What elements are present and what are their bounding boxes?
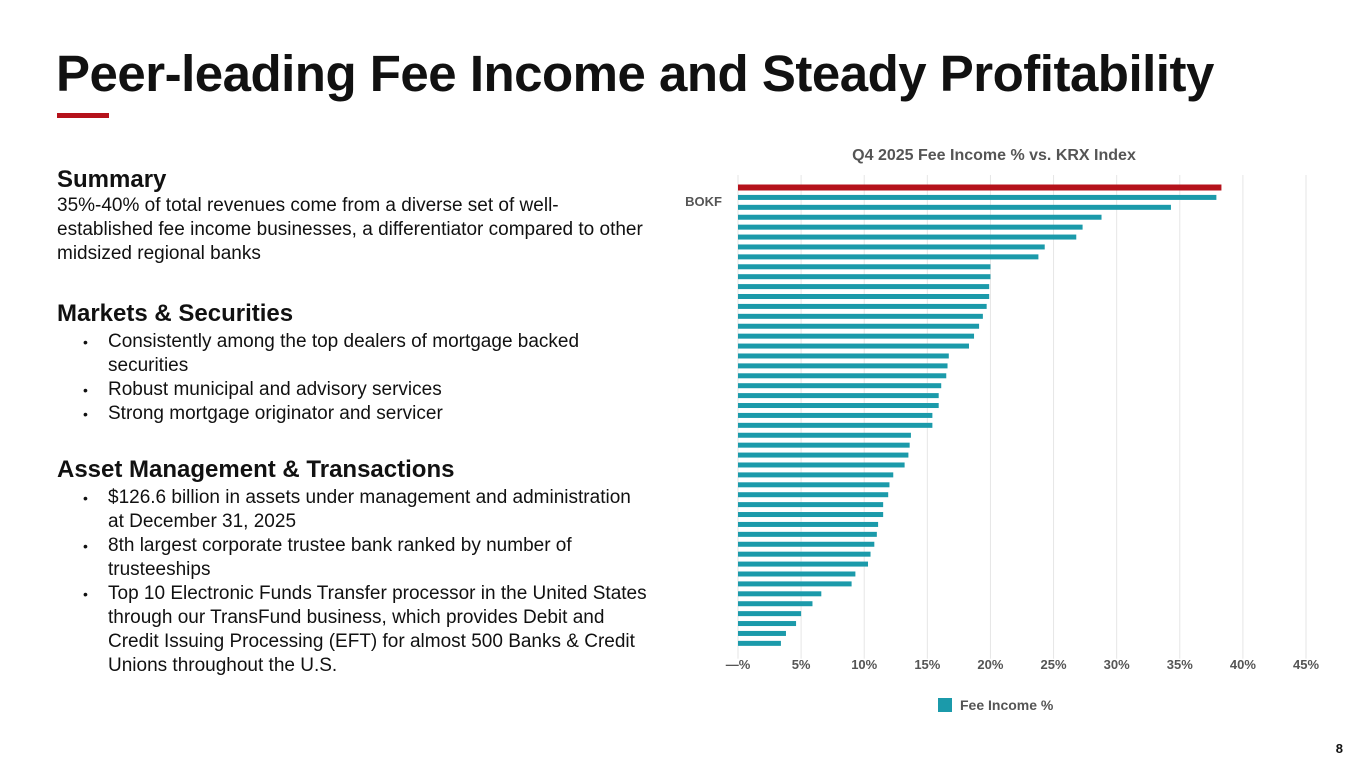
bar (738, 224, 1083, 230)
page-number: 8 (1335, 741, 1343, 756)
bar (738, 611, 802, 617)
bullet-text: Top 10 Electronic Funds Transfer process… (108, 583, 647, 676)
x-tick-label: 10% (851, 657, 877, 672)
bar (738, 353, 949, 359)
bar (738, 383, 942, 389)
bullet-dot-icon: • (83, 490, 88, 506)
bar (738, 581, 852, 587)
bullet-dot-icon: • (83, 334, 88, 350)
x-tick-label: 25% (1041, 657, 1067, 672)
markets-heading: Markets & Securities (57, 300, 294, 327)
bullet-dot-icon: • (83, 406, 88, 422)
bar (738, 323, 980, 329)
bar (738, 442, 910, 448)
bar (738, 551, 871, 557)
summary-text: 35%-40% of total revenues come from a di… (57, 195, 643, 264)
bar (738, 204, 1171, 210)
bullet-item: • $126.6 billion in assets under manageme… (57, 486, 647, 534)
bar (738, 373, 947, 379)
bullet-text: $126.6 billion in assets under managemen… (108, 487, 631, 532)
bar (738, 403, 939, 409)
asset-bullet-list: • $126.6 billion in assets under manageme… (57, 486, 647, 678)
bar (738, 244, 1045, 250)
bar (738, 214, 1102, 220)
left-text-panel: Summary 35%-40% of total revenues come f… (57, 166, 647, 678)
summary-heading: Summary (57, 166, 167, 193)
bar (738, 621, 797, 627)
bar (738, 571, 856, 577)
x-tick-label: 5% (792, 657, 811, 672)
bar (738, 601, 813, 607)
bar (738, 432, 911, 438)
bar (738, 412, 933, 418)
chart-title: Q4 2025 Fee Income % vs. KRX Index (852, 147, 1136, 164)
bar (738, 363, 948, 369)
bar (738, 521, 879, 527)
bullet-dot-icon: • (83, 382, 88, 398)
bar (738, 333, 975, 339)
bullet-text: Robust municipal and advisory services (108, 379, 442, 400)
bullet-item: • Strong mortgage originator and servicer (57, 402, 647, 426)
bullet-dot-icon: • (83, 586, 88, 602)
bar (738, 313, 983, 319)
bar (738, 561, 869, 567)
bar (738, 234, 1077, 240)
asset-heading: Asset Management & Transactions (57, 456, 455, 483)
x-tick-label: 35% (1167, 657, 1193, 672)
bar (738, 343, 969, 349)
bar (738, 541, 875, 547)
bar (738, 393, 939, 399)
bar (738, 422, 933, 428)
bullet-text: 8th largest corporate trustee bank ranke… (108, 535, 572, 580)
bar (738, 640, 781, 646)
bar (738, 303, 987, 309)
bar (738, 531, 877, 537)
bar (738, 294, 990, 300)
legend-swatch (938, 698, 952, 712)
bar (738, 591, 822, 597)
bar (738, 482, 890, 488)
bullet-item: • Top 10 Electronic Funds Transfer proces… (57, 582, 647, 678)
bullet-dot-icon: • (83, 538, 88, 554)
bullet-item: • 8th largest corporate trustee bank rank… (57, 534, 647, 582)
bar (738, 274, 991, 280)
bar (738, 194, 1217, 200)
bar (738, 452, 909, 458)
title-accent-bar (57, 113, 109, 118)
bullet-item: • Robust municipal and advisory services (57, 378, 647, 402)
bar-bokf (738, 184, 1222, 191)
fee-income-bar-chart: —% 5% 10% 15% 20% 25% 30% 35% 40% 45% BOKF (685, 175, 1319, 672)
bar (738, 512, 884, 518)
legend-label: Fee Income % (960, 697, 1054, 713)
markets-bullet-list: • Consistently among the top dealers of m… (57, 330, 647, 426)
bullet-text: Strong mortgage originator and servicer (108, 403, 443, 424)
bar (738, 462, 905, 468)
bullet-item: • Consistently among the top dealers of m… (57, 330, 647, 378)
bar (738, 254, 1039, 260)
x-tick-label: 15% (914, 657, 940, 672)
bar (738, 264, 991, 270)
x-tick-label: 45% (1293, 657, 1319, 672)
highlight-label: BOKF (685, 194, 722, 209)
chart-legend: Fee Income % (938, 697, 1053, 713)
bullet-text: Consistently among the top dealers of mo… (108, 331, 580, 376)
bar (738, 284, 990, 290)
x-tick-label: —% (726, 657, 751, 672)
x-tick-label: 20% (977, 657, 1003, 672)
bar (738, 472, 894, 478)
x-tick-label: 40% (1230, 657, 1256, 672)
bar (738, 630, 786, 636)
page-title: Peer-leading Fee Income and Steady Profi… (56, 45, 1214, 102)
bar (738, 492, 889, 498)
x-tick-label: 30% (1104, 657, 1130, 672)
bar (738, 502, 884, 508)
